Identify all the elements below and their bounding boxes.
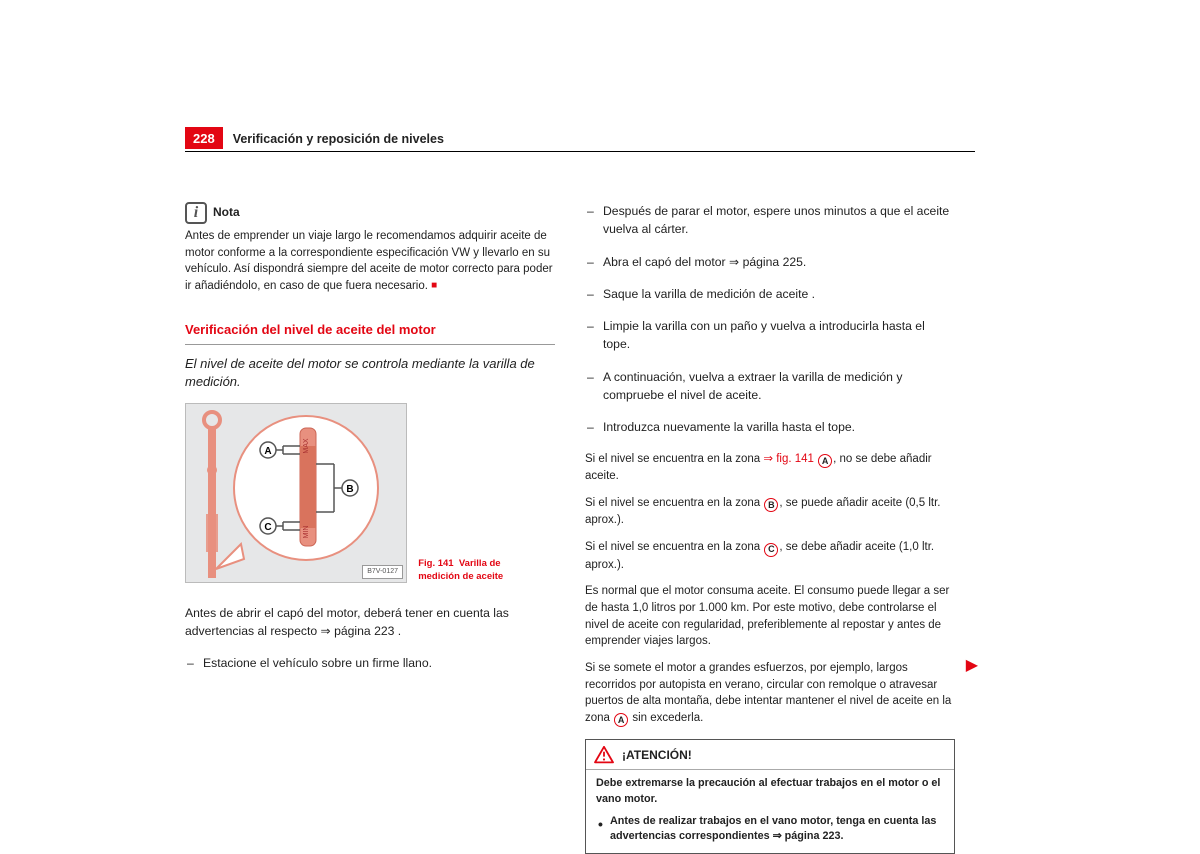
max-label: MAX	[303, 438, 310, 454]
fig-label-b: B	[346, 484, 353, 495]
note-label: Nota	[213, 204, 240, 221]
ref-b-circle: B	[764, 498, 778, 512]
warning-body: Debe extremarse la precaución al efectua…	[586, 770, 954, 853]
warning-box: ¡ATENCIÓN! Debe extremarse la precaución…	[585, 739, 955, 854]
manual-page: 228 Verificación y reposición de niveles…	[185, 127, 975, 854]
step-wipe: Limpie la varilla con un paño y vuelva a…	[585, 317, 955, 354]
heavy-load-post: sin excederla.	[629, 712, 703, 724]
figure-code: B7V-0127	[362, 565, 403, 579]
figure-caption: Fig. 141 Varilla de medición de aceite	[418, 558, 538, 583]
figure-row: MAX MIN A B	[185, 403, 555, 583]
dipstick-figure: MAX MIN A B	[185, 403, 407, 583]
step-check: A continuación, vuelva a extraer la vari…	[585, 368, 955, 405]
note-body: Antes de emprender un viaje largo le rec…	[185, 230, 553, 292]
warning-p1: Debe extremarse la precaución al efectua…	[596, 776, 944, 807]
note-text: Antes de emprender un viaje largo le rec…	[185, 228, 555, 295]
zone-b-text: Si el nivel se encuentra en la zona B, s…	[585, 495, 955, 529]
page-number: 228	[185, 127, 223, 149]
step-remove: Saque la varilla de medición de aceite .	[585, 285, 955, 303]
before-open-text: Antes de abrir el capó del motor, deberá…	[185, 605, 555, 640]
lede-text: El nivel de aceite del motor se controla…	[185, 355, 555, 391]
heavy-load-text: Si se somete el motor a grandes esfuerzo…	[585, 660, 955, 728]
warning-title: ¡ATENCIÓN!	[622, 747, 692, 764]
step-open: Abra el capó del motor ⇒ página 225.	[585, 253, 955, 271]
zone-c-text: Si el nivel se encuentra en la zona C, s…	[585, 539, 955, 573]
right-column: Después de parar el motor, espere unos m…	[585, 202, 955, 854]
continuation-arrow-icon: ▶	[966, 655, 978, 675]
zone-b-pre: Si el nivel se encuentra en la zona	[585, 497, 763, 509]
warning-header: ¡ATENCIÓN!	[586, 740, 954, 770]
left-column: i Nota Antes de emprender un viaje largo…	[185, 202, 555, 854]
ref-a-circle: A	[818, 454, 832, 468]
fig-label-a: A	[264, 446, 271, 457]
right-steps: Después de parar el motor, espere unos m…	[585, 202, 955, 437]
ref-a2-circle: A	[614, 713, 628, 727]
figure-number: Fig. 141	[418, 558, 453, 569]
warning-item: Antes de realizar trabajos en el vano mo…	[596, 814, 944, 845]
page-header: 228 Verificación y reposición de niveles	[185, 127, 975, 149]
step-park: Estacione el vehículo sobre un firme lla…	[185, 654, 555, 672]
zone-c-pre: Si el nivel se encuentra en la zona	[585, 541, 763, 553]
dipstick-svg: MAX MIN A B	[186, 404, 408, 584]
fig-label-c: C	[264, 522, 271, 533]
zone-a-pre: Si el nivel se encuentra en la zona	[585, 453, 763, 465]
end-mark-icon: ■	[431, 280, 437, 291]
consumption-text: Es normal que el motor consuma aceite. E…	[585, 583, 955, 650]
info-icon: i	[185, 202, 207, 224]
note-heading: i Nota	[185, 202, 555, 224]
step-wait: Después de parar el motor, espere unos m…	[585, 202, 955, 239]
two-column-layout: i Nota Antes de emprender un viaje largo…	[185, 202, 975, 854]
ref-c-circle: C	[764, 543, 778, 557]
min-label: MIN	[303, 525, 310, 538]
warning-icon	[594, 746, 614, 764]
fig-reference: ⇒ fig. 141	[763, 453, 814, 465]
section-title: Verificación y reposición de niveles	[233, 132, 444, 149]
zone-a-text: Si el nivel se encuentra en la zona ⇒ fi…	[585, 451, 955, 485]
left-steps: Estacione el vehículo sobre un firme lla…	[185, 654, 555, 672]
header-rule	[185, 151, 975, 152]
subsection-heading: Verificación del nivel de aceite del mot…	[185, 321, 555, 345]
step-reinsert: Introduzca nuevamente la varilla hasta e…	[585, 418, 955, 436]
